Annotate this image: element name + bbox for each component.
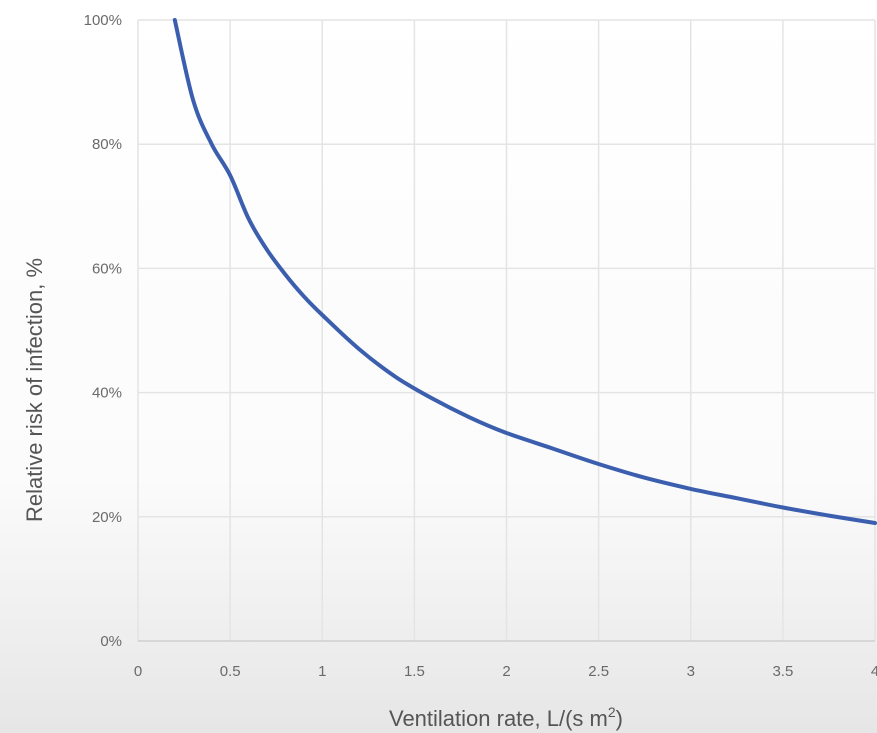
x-tick-label: 2 <box>502 663 510 680</box>
x-tick-label: 2.5 <box>588 663 609 680</box>
x-axis-title-superscript: 2 <box>608 704 616 720</box>
x-tick-label: 0.5 <box>220 663 241 680</box>
x-tick-labels: 0 0.5 1 1.5 2 2.5 3 3.5 4 <box>134 663 877 680</box>
risk-curve-line <box>172 18 877 525</box>
x-tick-label: 3.5 <box>772 663 793 680</box>
y-tick-label: 0% <box>100 633 122 650</box>
x-axis-title-suffix: ) <box>616 706 623 731</box>
y-tick-label: 20% <box>92 509 122 526</box>
y-tick-label: 60% <box>92 260 122 277</box>
x-tick-label: 0 <box>134 663 142 680</box>
x-gridlines <box>137 20 876 641</box>
x-axis-title: Ventilation rate, L/(s m2) <box>389 704 623 731</box>
x-tick-label: 1 <box>318 663 326 680</box>
x-axis-title-main: Ventilation rate, L/(s m <box>389 706 608 731</box>
x-tick-label: 4 <box>871 663 877 680</box>
y-axis-title: Relative risk of infection, % <box>22 258 47 522</box>
y-tick-label: 80% <box>92 136 122 153</box>
y-tick-label: 100% <box>84 12 122 29</box>
y-tick-labels: 0% 20% 40% 60% 80% 100% <box>84 12 122 650</box>
x-tick-label: 1.5 <box>404 663 425 680</box>
y-tick-label: 40% <box>92 385 122 402</box>
x-tick-label: 3 <box>687 663 695 680</box>
